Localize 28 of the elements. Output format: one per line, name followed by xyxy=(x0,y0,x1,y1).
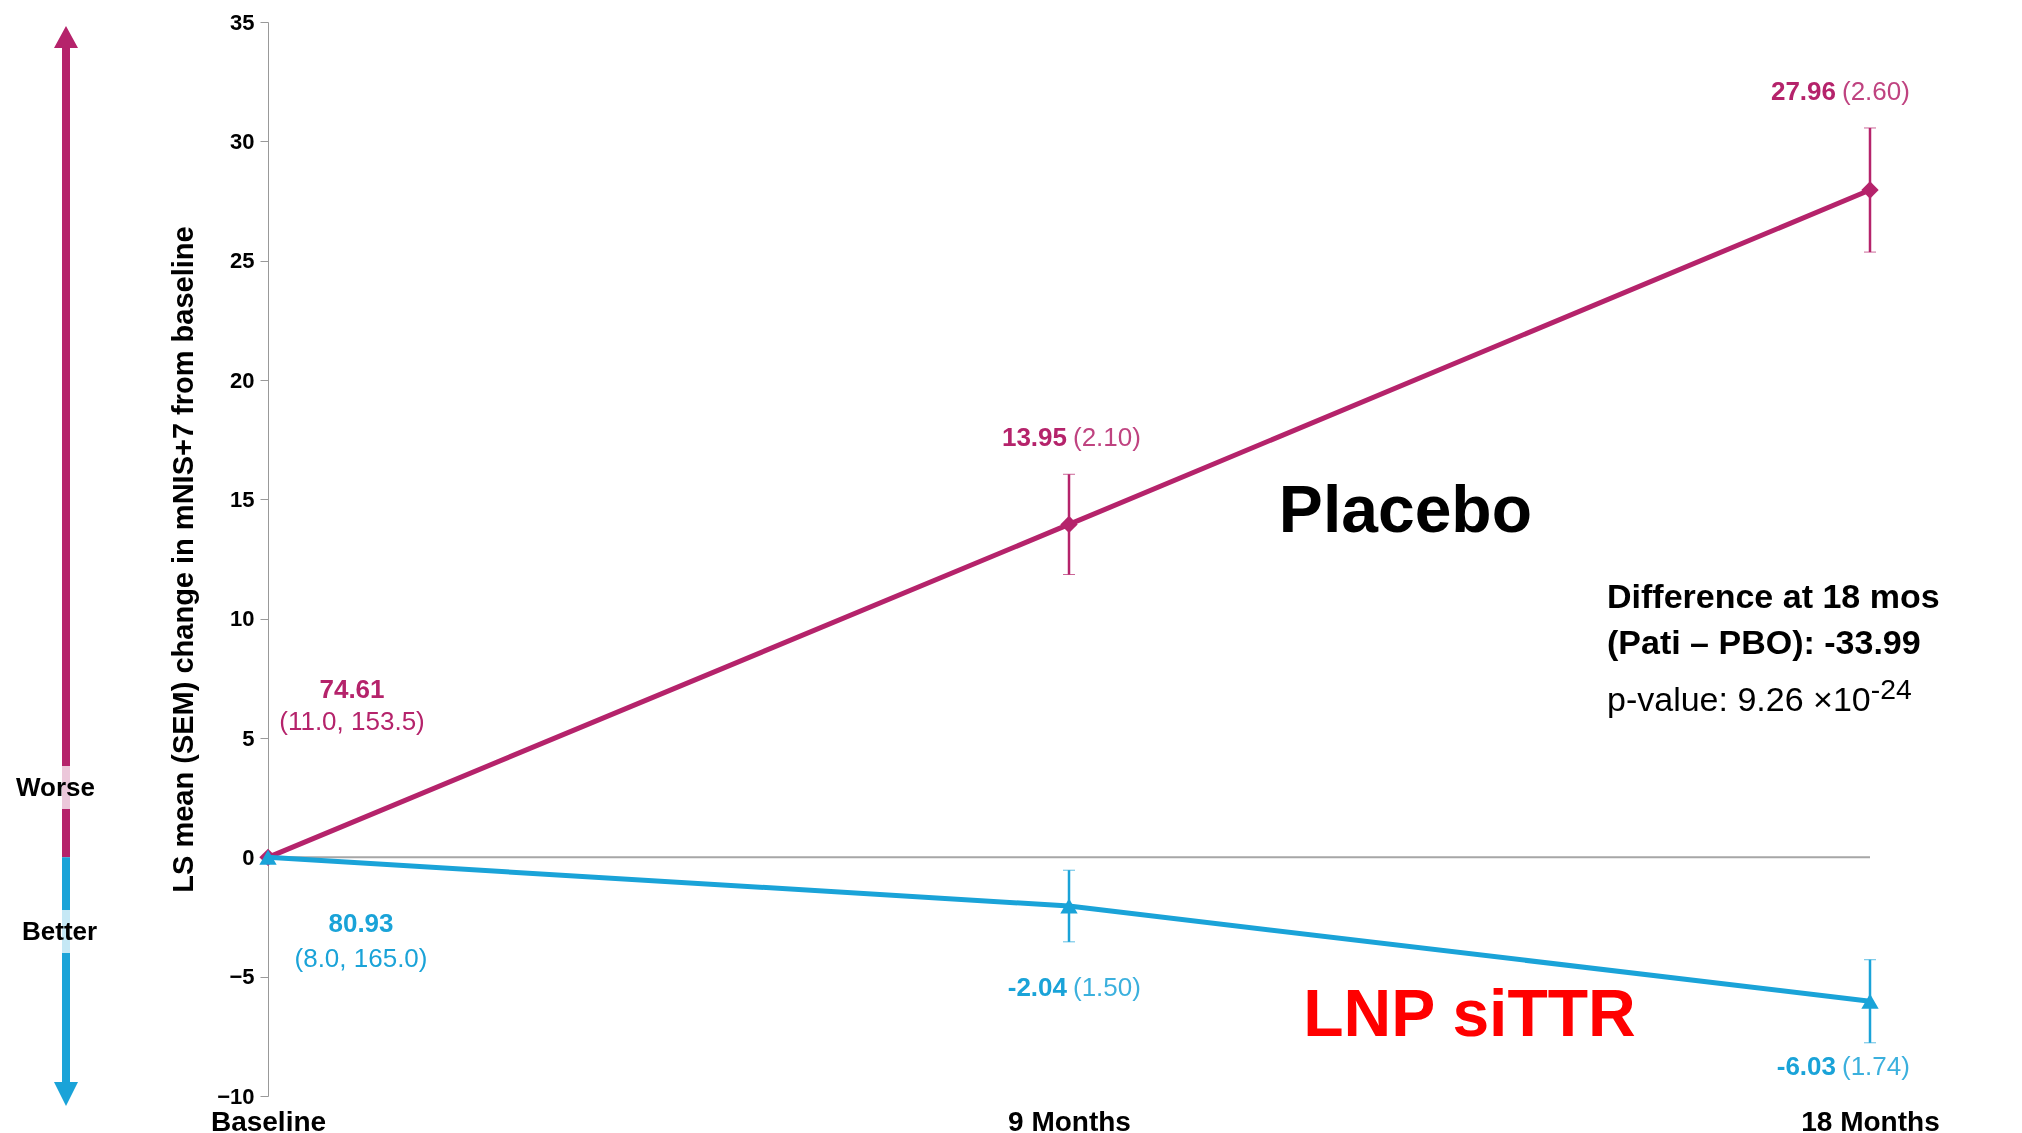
y-tick-label: 15 xyxy=(230,486,255,512)
y-tick-label: 20 xyxy=(230,367,255,393)
point xyxy=(1861,993,1879,1009)
data-label: -2.04 (1.50) xyxy=(1007,971,1141,1002)
y-tick-label: 35 xyxy=(230,9,255,35)
data-label: 13.95 (2.10) xyxy=(1001,422,1141,453)
x-tick-label: 9 Months xyxy=(1008,1105,1131,1133)
annotation: p-value: 9.26 ×10$^{-24}$ xyxy=(1607,672,1912,721)
data-label: 27.96 (2.60) xyxy=(1770,75,1910,106)
y-tick-label: 10 xyxy=(230,606,255,632)
annotation: Difference at 18 mos (Pati – PBO): -33.99 xyxy=(1607,576,1940,663)
annotation: 80.93 (8.0, 165.0) xyxy=(294,908,428,974)
y-tick-label: 25 xyxy=(230,248,255,274)
text: Worse xyxy=(14,766,97,810)
y-tick-label: 0 xyxy=(242,844,255,870)
series-label: LNP siTTR xyxy=(1303,976,1636,1050)
x-tick-label: 18 Months xyxy=(1801,1105,1940,1133)
point xyxy=(1060,515,1078,534)
text: Better xyxy=(20,910,100,954)
y-tick-label: 30 xyxy=(230,128,255,154)
annotation: 74.61 (11.0, 153.5) xyxy=(279,674,425,737)
point xyxy=(1060,898,1078,914)
y-tick-label: 5 xyxy=(242,725,255,751)
data-label: -6.03 (1.74) xyxy=(1776,1050,1910,1081)
y-axis-title: LS mean (SEM) change in mNIS+7 from baseline xyxy=(167,226,200,893)
point xyxy=(1861,181,1879,199)
y-tick-label: −5 xyxy=(229,964,255,990)
series-label: Placebo xyxy=(1278,472,1532,546)
